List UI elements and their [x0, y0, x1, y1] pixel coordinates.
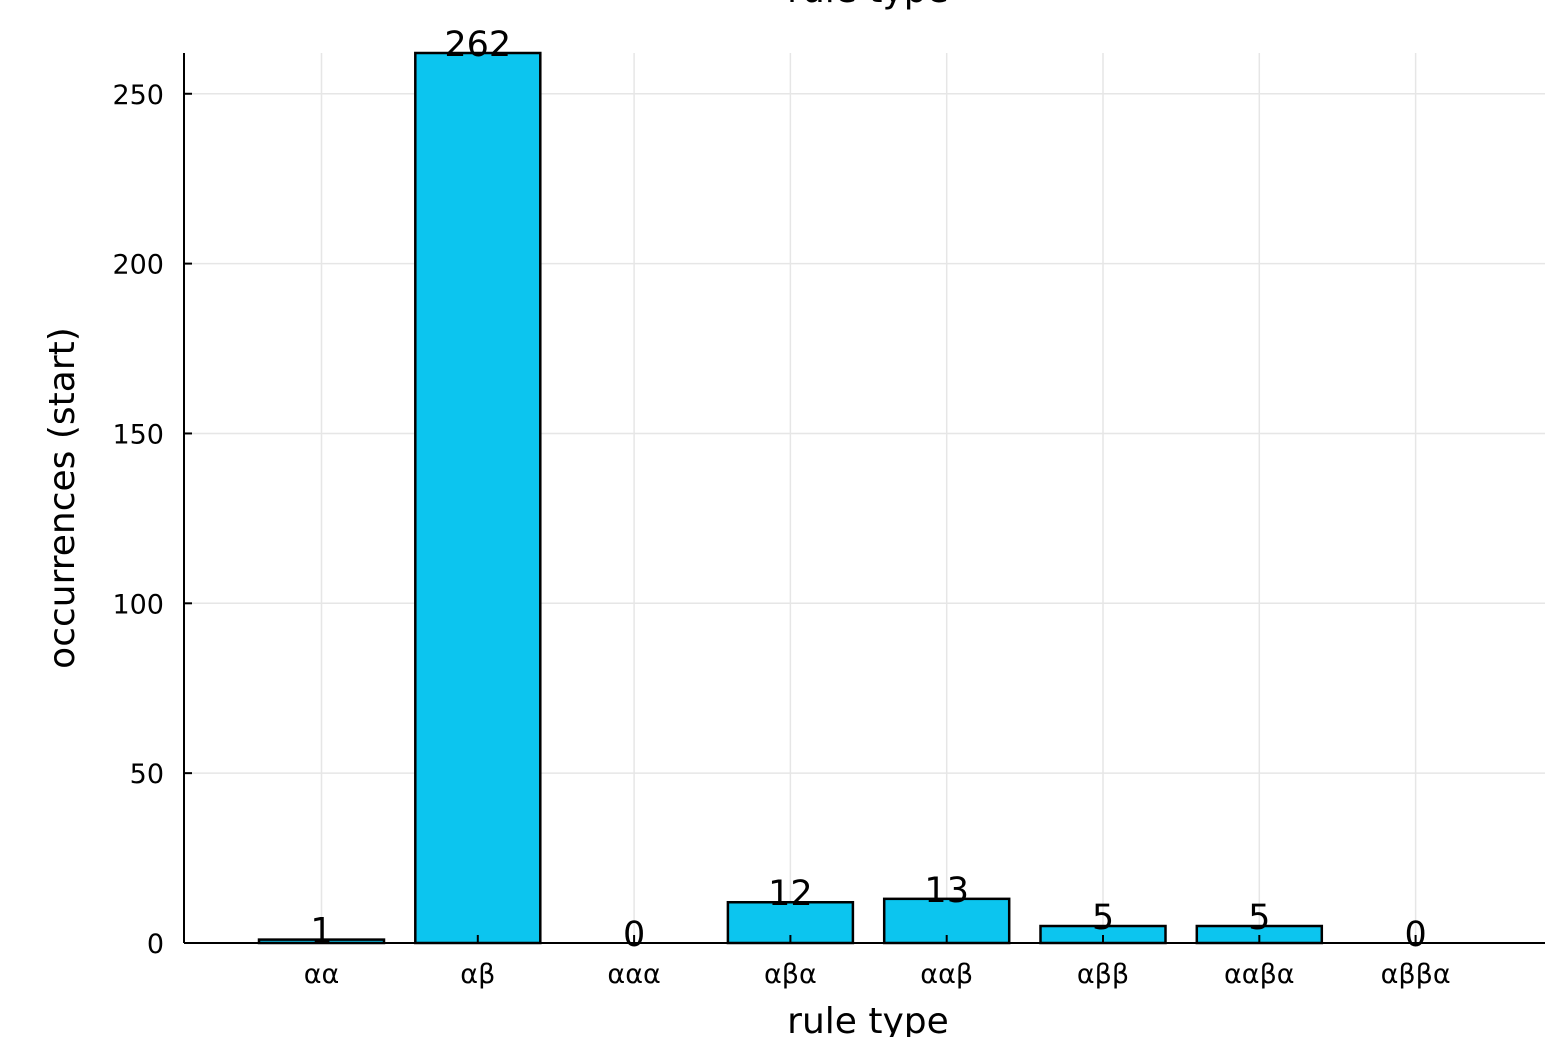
bar-value-label: 0: [1404, 915, 1426, 955]
bar: [414, 51, 542, 945]
bar-value-label: 5: [1248, 898, 1270, 938]
y-tick-label: 100: [112, 589, 164, 620]
bar-value-label: 1: [310, 912, 332, 952]
bar-value-label: 12: [768, 874, 813, 914]
bar-value-label: 13: [924, 871, 969, 911]
y-tick-label: 250: [112, 80, 164, 111]
y-tick-label: 0: [147, 929, 164, 960]
x-tick-label: αα: [304, 959, 340, 990]
y-tick-label: 50: [130, 759, 164, 790]
bar-value-label: 5: [1092, 898, 1114, 938]
axes-layer: [183, 53, 1545, 944]
grid-layer: [184, 53, 1545, 943]
x-tick-label: ααβ: [920, 959, 973, 990]
x-tick-label: αββ: [1077, 959, 1129, 990]
chart-title: rule type: [787, 0, 949, 11]
x-tick-label: αβ: [460, 959, 495, 990]
x-tick-label: ααβα: [1224, 959, 1295, 990]
x-tick-label: ααα: [607, 959, 660, 990]
x-axis-title: rule type: [787, 1001, 949, 1037]
bar-value-label: 262: [444, 25, 511, 65]
bar-value-label: 0: [623, 915, 645, 955]
x-tick-label: αβα: [764, 959, 817, 990]
y-tick-label: 200: [112, 250, 164, 281]
y-axis-title: occurrences (start): [42, 327, 83, 669]
bars-layer: [257, 51, 1324, 945]
y-tick-label: 150: [112, 419, 164, 450]
x-tick-label: αββα: [1381, 959, 1451, 990]
